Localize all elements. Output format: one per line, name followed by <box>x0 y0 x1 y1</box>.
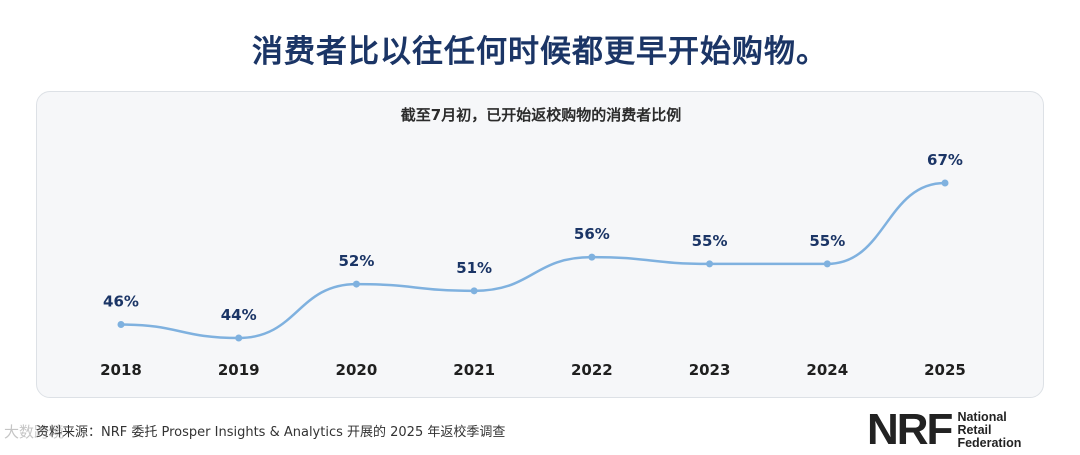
logo-mark: NRF <box>867 405 953 454</box>
data-point-2019 <box>235 334 243 342</box>
data-point-2023 <box>706 260 714 268</box>
logo-line-2: Retail <box>957 422 992 437</box>
source-note: 资料来源：NRF 委托 Prosper Insights & Analytics… <box>36 425 506 440</box>
x-tick-2025: 2025 <box>924 361 966 379</box>
logo-line-3: Federation <box>957 435 1022 450</box>
data-label-2025: 67% <box>927 151 963 169</box>
x-tick-2019: 2019 <box>218 361 260 379</box>
x-tick-2020: 2020 <box>336 361 378 379</box>
chart-card: 截至7月初，已开始返校购物的消费者比例 46% 2018 44% 2019 52% 202… <box>36 91 1044 398</box>
data-point-2021 <box>470 287 478 295</box>
chart-title: 截至7月初，已开始返校购物的消费者比例 <box>400 106 682 124</box>
data-point-2025 <box>941 179 949 187</box>
watermark: 大数跨境 <box>4 423 65 441</box>
data-point-2020 <box>352 280 360 288</box>
nrf-logo: NRF National Retail Federation <box>867 405 1022 454</box>
x-tick-2022: 2022 <box>571 361 613 379</box>
data-point-2024 <box>823 260 831 268</box>
data-label-2019: 44% <box>221 306 257 324</box>
headline: 消费者比以往任何时候都更早开始购物。 <box>252 34 828 70</box>
data-point-2018 <box>117 321 125 329</box>
data-label-2018: 46% <box>103 293 139 311</box>
x-tick-2021: 2021 <box>453 361 495 379</box>
line-chart: 46% 2018 44% 2019 52% 2020 51% 2021 56% 2022 55% 20… <box>100 151 966 379</box>
data-point-2022 <box>588 253 596 261</box>
data-label-2023: 55% <box>692 232 728 250</box>
data-label-2024: 55% <box>809 232 845 250</box>
data-label-2020: 52% <box>338 252 374 270</box>
logo-text: National Retail Federation <box>957 409 1022 450</box>
logo-line-1: National <box>957 409 1007 424</box>
data-label-2021: 51% <box>456 259 492 277</box>
x-tick-2023: 2023 <box>689 361 731 379</box>
x-tick-2018: 2018 <box>100 361 142 379</box>
data-label-2022: 56% <box>574 225 610 243</box>
x-tick-2024: 2024 <box>806 361 848 379</box>
